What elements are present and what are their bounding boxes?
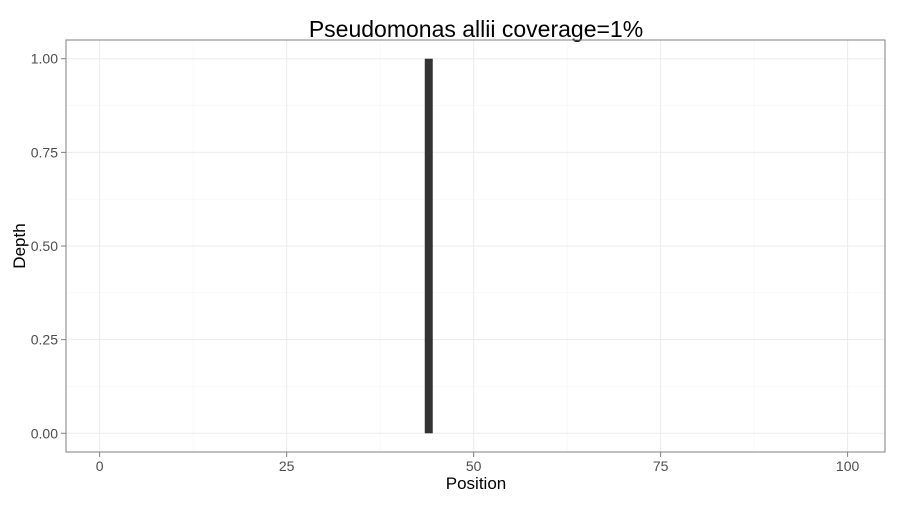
depth-bar xyxy=(424,58,433,434)
y-tick-label: 0.50 xyxy=(31,238,58,254)
grid-lines xyxy=(66,40,885,452)
x-tick-label: 25 xyxy=(279,458,295,474)
x-tick-label: 100 xyxy=(836,458,860,474)
y-tick-label: 1.00 xyxy=(31,51,58,67)
y-axis-ticks: 0.00 0.25 0.50 0.75 1.00 xyxy=(31,51,66,441)
x-axis-title: Position xyxy=(446,474,506,493)
x-axis-ticks: 0 25 50 75 100 xyxy=(96,452,860,474)
bars xyxy=(424,58,433,434)
chart-title: Pseudomonas allii coverage=1% xyxy=(309,16,643,42)
y-tick-label: 0.75 xyxy=(31,144,58,160)
y-tick-label: 0.25 xyxy=(31,332,58,348)
x-tick-label: 50 xyxy=(466,458,482,474)
y-tick-label: 0.00 xyxy=(31,425,58,441)
x-tick-label: 0 xyxy=(96,458,104,474)
x-tick-label: 75 xyxy=(653,458,669,474)
y-axis-title: Depth xyxy=(10,223,29,268)
